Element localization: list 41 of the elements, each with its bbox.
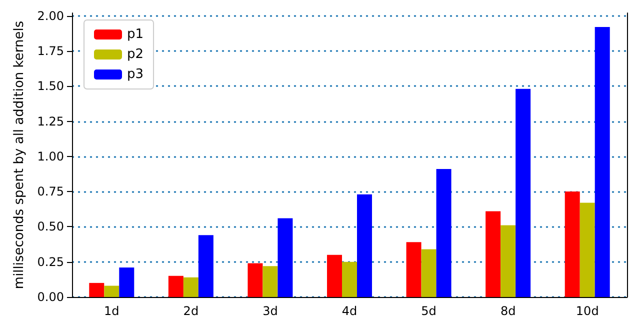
bar	[564, 192, 580, 297]
y-tick-label: 1.50	[37, 79, 64, 94]
bar	[248, 263, 263, 297]
bar	[357, 194, 372, 297]
bar	[183, 277, 198, 297]
x-tick-label: 2d	[183, 304, 199, 318]
bar	[262, 266, 278, 297]
bar	[89, 282, 104, 297]
bar	[198, 235, 214, 297]
legend-label: p1	[127, 27, 144, 42]
bar	[421, 249, 436, 297]
bar	[486, 211, 501, 297]
y-tick-label: 2.00	[37, 8, 64, 23]
x-tick-label: 4d	[342, 304, 358, 318]
bar	[327, 254, 342, 297]
bar	[278, 218, 293, 297]
bar	[436, 169, 452, 297]
x-tick-label: 10d	[576, 304, 599, 318]
y-tick-label: 1.25	[37, 114, 64, 128]
bar	[500, 225, 516, 297]
x-tick-label: 5d	[421, 304, 436, 318]
y-tick-label: 1.75	[37, 44, 64, 58]
x-tick-label: 1d	[104, 304, 120, 318]
bar	[342, 262, 357, 297]
y-tick-label: 0.50	[37, 220, 64, 234]
legend-label: p3	[127, 67, 144, 82]
bar	[580, 202, 595, 297]
y-tick-label: 1.00	[37, 149, 64, 164]
y-tick-label: 0.75	[37, 184, 64, 199]
y-tick-label: 0.25	[37, 254, 64, 269]
y-axis-title: milliseconds spent by all addition kernels	[12, 20, 27, 290]
y-tick-label: 0.00	[37, 290, 64, 304]
x-tick-label: 8d	[500, 304, 516, 318]
bar	[406, 242, 422, 297]
bar	[119, 267, 134, 297]
bar	[594, 27, 610, 297]
legend-label: p2	[127, 47, 144, 62]
bar	[168, 276, 184, 297]
x-tick-label: 3d	[262, 304, 278, 318]
bar	[104, 286, 120, 297]
bar	[516, 88, 531, 297]
